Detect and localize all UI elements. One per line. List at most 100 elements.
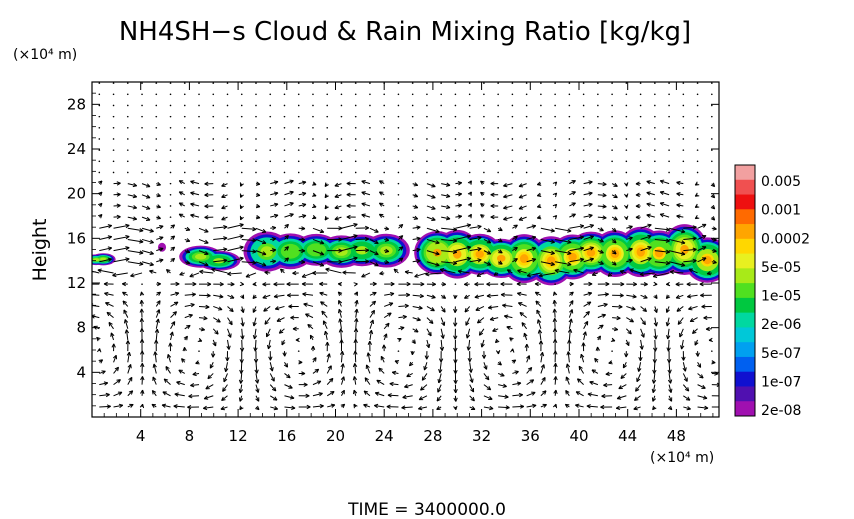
wind-vector bbox=[425, 272, 442, 276]
vector-dot bbox=[654, 126, 656, 129]
wind-vector-head bbox=[353, 403, 358, 409]
wind-vector-head bbox=[485, 375, 490, 381]
wind-vector-head bbox=[518, 205, 524, 210]
wind-vector bbox=[227, 339, 230, 350]
wind-vector bbox=[284, 180, 294, 185]
wind-vector-head bbox=[324, 193, 329, 199]
wind-vector bbox=[540, 352, 544, 363]
colorbar-swatch bbox=[735, 342, 755, 358]
vector-dot bbox=[141, 283, 143, 285]
cloud-level bbox=[586, 248, 596, 257]
wind-vector-head bbox=[398, 223, 404, 229]
wind-vector bbox=[127, 227, 144, 232]
wind-vector-head bbox=[441, 321, 446, 327]
wind-vector bbox=[440, 339, 443, 351]
wind-vector bbox=[626, 294, 637, 298]
wind-vector-head bbox=[378, 191, 384, 196]
wind-vector bbox=[227, 317, 233, 326]
wind-vector-head bbox=[156, 291, 162, 296]
vector-dot bbox=[625, 149, 628, 151]
wind-vector-head bbox=[384, 248, 390, 254]
wind-vector bbox=[270, 181, 279, 185]
wind-vector-head bbox=[159, 258, 164, 263]
wind-vector-head bbox=[486, 239, 492, 244]
vector-dot bbox=[98, 104, 101, 107]
wind-vector-head bbox=[263, 307, 268, 312]
wind-vector-head bbox=[594, 357, 599, 363]
vector-dot bbox=[312, 126, 314, 129]
vector-dot bbox=[639, 104, 642, 107]
wind-vector-head bbox=[126, 351, 132, 357]
wind-vector-head bbox=[140, 376, 145, 381]
wind-vector bbox=[537, 319, 542, 329]
wind-vector-head bbox=[239, 215, 244, 221]
wind-vector-head bbox=[532, 403, 537, 409]
wind-vector bbox=[466, 328, 471, 339]
wind-vector-head bbox=[216, 318, 221, 323]
wind-vector-head bbox=[553, 389, 558, 395]
wind-vector bbox=[639, 272, 655, 276]
wind-vector-head bbox=[465, 334, 471, 339]
wind-vector-head bbox=[466, 346, 471, 351]
wind-vector-head bbox=[353, 328, 359, 333]
wind-vector-head bbox=[366, 352, 371, 357]
wind-vector-head bbox=[488, 395, 493, 401]
wind-vector-head bbox=[178, 202, 184, 207]
vector-dot bbox=[511, 149, 514, 151]
wind-vector bbox=[274, 294, 285, 298]
vector-dot bbox=[554, 82, 556, 84]
wind-vector-head bbox=[301, 226, 306, 231]
wind-vector-head bbox=[624, 193, 629, 198]
vector-dot bbox=[212, 138, 215, 140]
wind-vector-head bbox=[628, 225, 633, 230]
wind-vector-head bbox=[523, 332, 528, 338]
wind-vector-head bbox=[153, 351, 158, 356]
wind-vector-head bbox=[312, 192, 317, 197]
wind-vector bbox=[697, 235, 707, 240]
wind-vector-head bbox=[156, 300, 161, 305]
wind-vector-head bbox=[437, 378, 442, 384]
wind-vector-head bbox=[284, 235, 289, 240]
vector-dot bbox=[141, 82, 143, 84]
wind-vector-head bbox=[418, 396, 424, 401]
wind-vector-head bbox=[552, 203, 558, 209]
wind-vector-head bbox=[416, 225, 421, 230]
vector-dot bbox=[169, 216, 172, 218]
wind-vector-head bbox=[414, 273, 419, 278]
wind-vector-head bbox=[402, 394, 407, 400]
colorbar: 0.0050.0010.00025e-051e-052e-065e-071e-0… bbox=[734, 164, 810, 419]
wind-vector-head bbox=[624, 204, 629, 209]
wind-vector-head bbox=[571, 213, 576, 218]
wind-vector-head bbox=[361, 191, 366, 196]
wind-vector-head bbox=[431, 205, 436, 210]
wind-vector bbox=[518, 216, 527, 221]
wind-vector-head bbox=[542, 390, 547, 395]
vector-dot bbox=[540, 104, 542, 107]
vector-dot bbox=[226, 104, 229, 107]
wind-vector bbox=[245, 272, 257, 278]
vector-dot bbox=[212, 93, 215, 96]
wind-vector bbox=[241, 250, 257, 253]
vector-dot bbox=[525, 149, 528, 151]
wind-vector-head bbox=[486, 281, 491, 287]
wind-vector-head bbox=[518, 216, 524, 221]
wind-vector bbox=[569, 225, 584, 229]
wind-vector bbox=[369, 238, 379, 244]
wind-vector bbox=[646, 203, 655, 207]
vector-dot bbox=[440, 171, 442, 174]
wind-vector-head bbox=[116, 379, 121, 384]
wind-vector-head bbox=[223, 236, 228, 241]
wind-vector-head bbox=[393, 268, 399, 273]
wind-vector-head bbox=[436, 397, 441, 402]
wind-vector-head bbox=[505, 405, 510, 410]
wind-vector-head bbox=[503, 314, 509, 319]
wind-vector bbox=[503, 183, 513, 187]
wind-vector bbox=[426, 317, 434, 324]
wind-vector-head bbox=[553, 376, 558, 381]
wind-vector bbox=[597, 216, 607, 219]
x-tick-label: 36 bbox=[521, 427, 540, 445]
wind-vector-head bbox=[240, 308, 245, 313]
wind-vector bbox=[683, 395, 691, 401]
colorbar-swatch bbox=[735, 371, 755, 387]
colorbar-label: 5e-05 bbox=[761, 260, 801, 276]
